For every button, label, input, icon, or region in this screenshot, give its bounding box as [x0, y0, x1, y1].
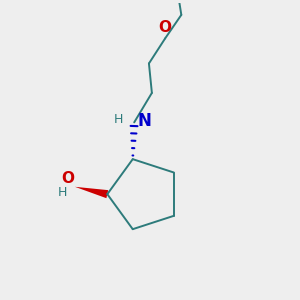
Text: O: O: [159, 20, 172, 35]
Text: N: N: [138, 112, 152, 130]
Polygon shape: [75, 187, 108, 198]
Text: O: O: [61, 171, 74, 186]
Text: H: H: [58, 186, 67, 199]
Text: H: H: [113, 113, 123, 126]
